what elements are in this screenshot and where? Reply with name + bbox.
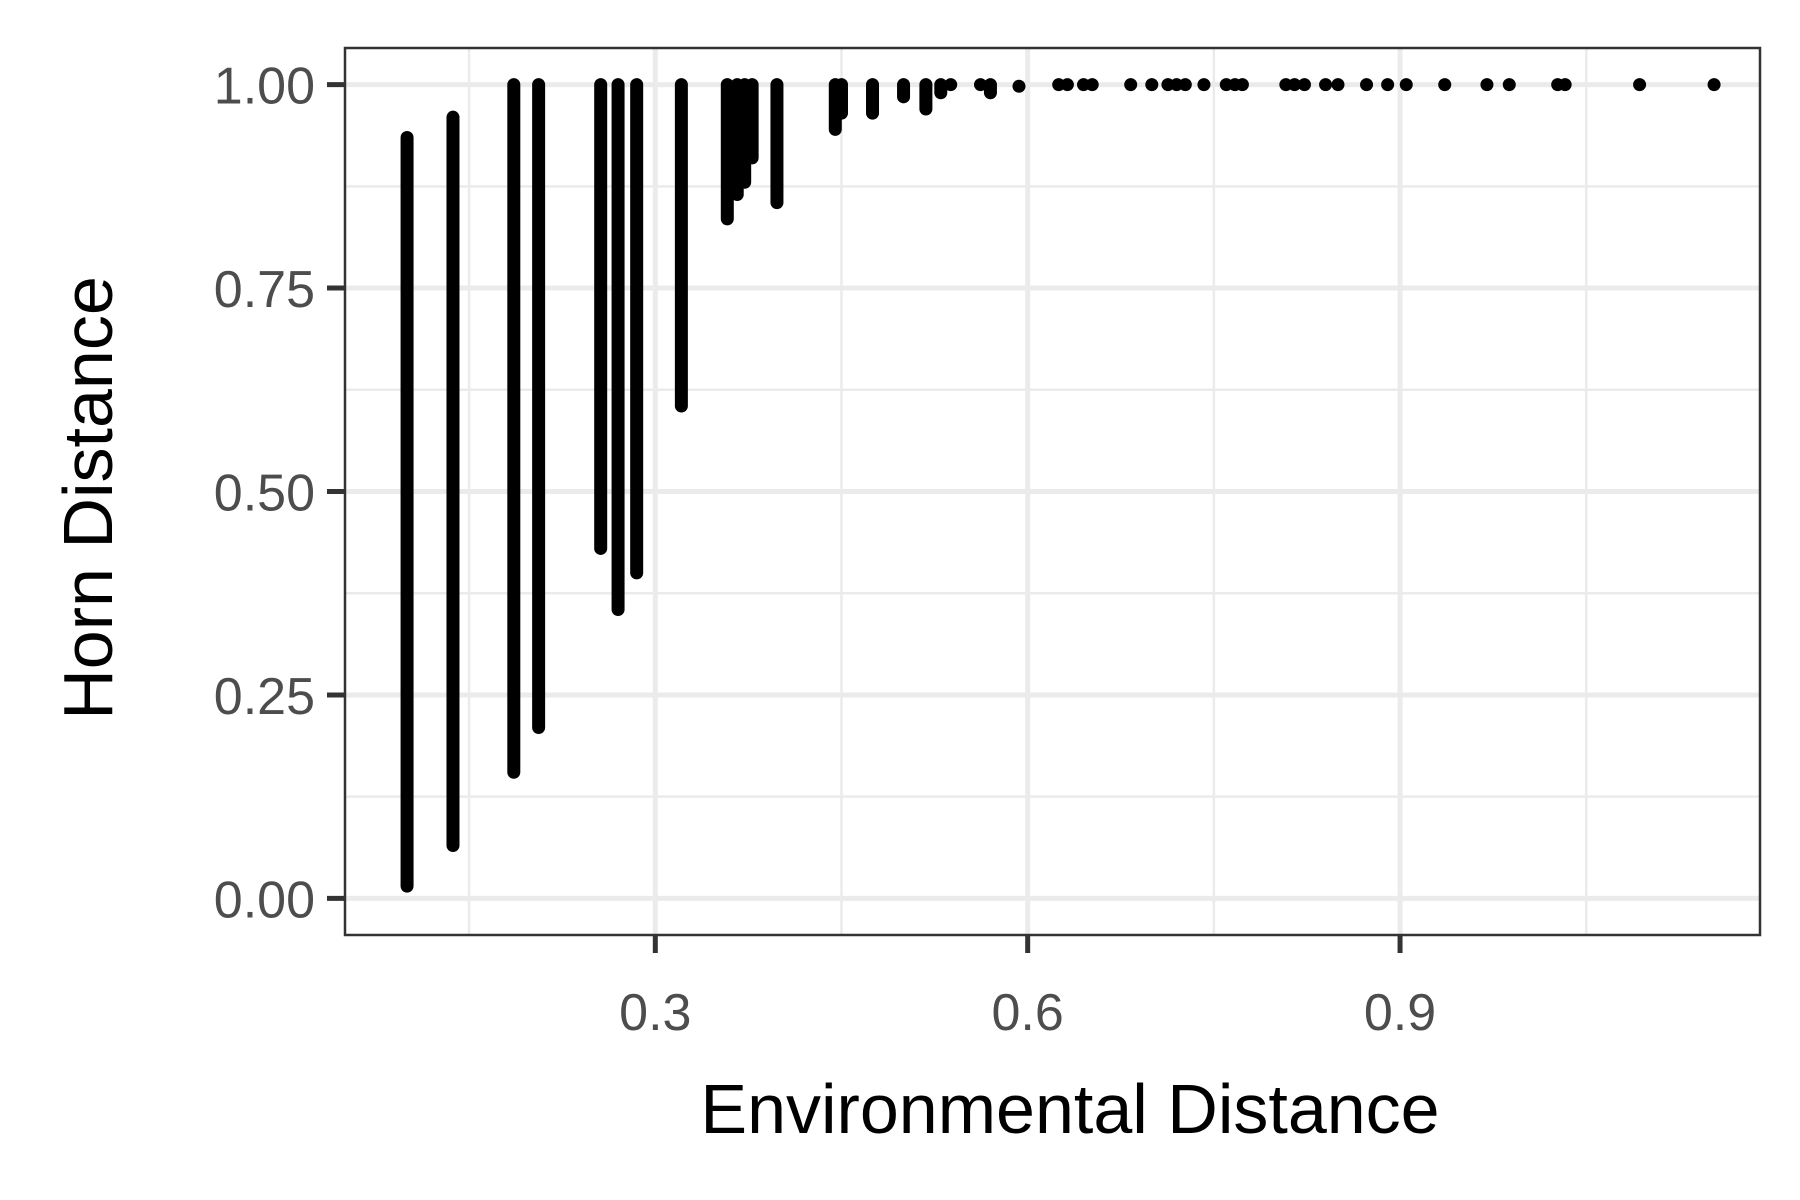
data-point xyxy=(1707,78,1721,92)
data-point xyxy=(1399,78,1413,92)
data-point xyxy=(1085,78,1099,92)
y-axis-tick-labels: 0.00 0.25 0.50 0.75 1.00 xyxy=(214,58,315,930)
data-point xyxy=(1288,78,1302,92)
major-gridlines xyxy=(345,48,1760,935)
x-tick-label: 0.3 xyxy=(619,984,691,1042)
data-point xyxy=(1012,79,1026,93)
y-axis-title: Horn Distance xyxy=(49,276,127,720)
data-point xyxy=(1178,78,1192,92)
data-point xyxy=(974,78,988,92)
y-tick-label: 0.50 xyxy=(214,465,315,523)
x-tick-label: 0.9 xyxy=(1364,984,1436,1042)
data-point xyxy=(1438,78,1452,92)
data-point xyxy=(1331,78,1345,92)
data-point xyxy=(1558,78,1572,92)
data-point xyxy=(1633,78,1647,92)
data-point xyxy=(1319,78,1333,92)
data-point xyxy=(1381,78,1395,92)
data-point xyxy=(1124,78,1138,92)
data-point xyxy=(944,78,958,92)
data-point xyxy=(1480,78,1494,92)
y-tick-label: 0.25 xyxy=(214,668,315,726)
data-point xyxy=(1360,78,1374,92)
data-point xyxy=(1297,78,1311,92)
data-point xyxy=(1060,78,1074,92)
x-axis-tick-labels: 0.3 0.6 0.9 xyxy=(619,984,1436,1042)
data-point xyxy=(1235,78,1249,92)
data-point xyxy=(1145,78,1159,92)
axis-ticks xyxy=(327,82,1403,953)
data-point xyxy=(1197,78,1211,92)
x-axis-title: Environmental Distance xyxy=(700,1070,1439,1148)
data-point xyxy=(1502,78,1516,92)
y-tick-label: 1.00 xyxy=(214,58,315,116)
x-tick-label: 0.6 xyxy=(992,984,1064,1042)
y-tick-label: 0.00 xyxy=(214,871,315,929)
y-tick-label: 0.75 xyxy=(214,261,315,319)
data-points xyxy=(400,78,1721,893)
